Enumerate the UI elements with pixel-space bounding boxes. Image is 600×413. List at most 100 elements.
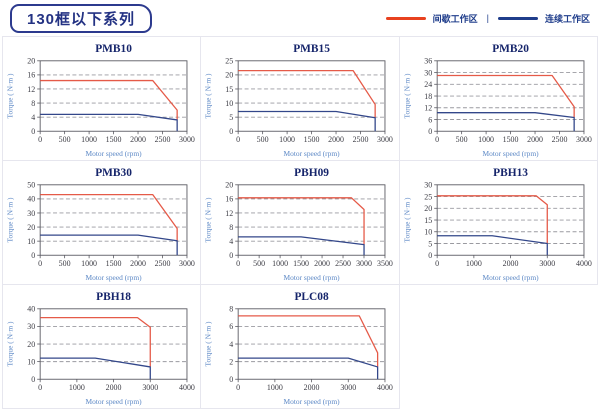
y-tick-label: 12 xyxy=(424,104,432,113)
tick-labels: 0 1000 2000 3000 4000 0 10 20 30 40 xyxy=(27,305,195,393)
x-tick-label: 1000 xyxy=(280,135,296,144)
series-intermittent xyxy=(238,69,377,118)
x-tick-label: 2000 xyxy=(106,383,122,392)
x-tick-label: 1000 xyxy=(81,259,97,268)
x-tick-label: 3500 xyxy=(377,259,393,268)
y-tick-label: 20 xyxy=(226,181,234,190)
x-tick-label: 500 xyxy=(455,135,467,144)
tick-labels: 0 500 1000 1500 2000 2500 3000 3500 0 4 8 12 16 20 xyxy=(226,181,394,269)
x-tick-label: 0 xyxy=(237,383,241,392)
y-tick-label: 10 xyxy=(27,237,35,246)
x-tick-label: 3000 xyxy=(142,383,158,392)
x-tick-label: 0 xyxy=(38,383,42,392)
y-tick-label: 20 xyxy=(27,57,35,66)
y-tick-label: 30 xyxy=(424,181,432,190)
x-tick-label: 500 xyxy=(254,259,266,268)
x-tick-label: 1500 xyxy=(106,259,122,268)
y-tick-label: 16 xyxy=(27,71,35,80)
y-tick-label: 20 xyxy=(226,71,234,80)
charts-grid: 0 500 1000 1500 2000 2500 3000 0 4 8 12 16 20 PMB10 Mo… xyxy=(2,36,598,409)
y-tick-label: 20 xyxy=(27,340,35,349)
x-tick-label: 3000 xyxy=(539,259,555,268)
x-axis-label: Motor speed (rpm) xyxy=(284,273,341,282)
x-axis-label: Motor speed (rpm) xyxy=(482,273,539,282)
y-axis-label: Torque ( N·m ) xyxy=(402,73,411,119)
chart-title: PBH13 xyxy=(493,167,528,179)
y-tick-label: 0 xyxy=(230,375,234,384)
y-axis-label: Torque ( N·m ) xyxy=(402,197,411,243)
x-tick-label: 1000 xyxy=(273,259,289,268)
legend: 间歇工作区 | 连续工作区 xyxy=(385,12,590,25)
y-tick-label: 5 xyxy=(428,239,432,248)
tick-marks xyxy=(37,60,188,135)
x-tick-label: 1000 xyxy=(478,135,494,144)
x-tick-label: 2000 xyxy=(130,135,146,144)
x-tick-label: 2500 xyxy=(155,259,171,268)
legend-label-continuous: 连续工作区 xyxy=(544,13,590,24)
y-tick-label: 30 xyxy=(27,322,35,331)
series-continuous xyxy=(40,234,178,256)
x-tick-label: 3000 xyxy=(377,135,393,144)
legend-item-continuous: 连续工作区 xyxy=(497,12,590,25)
y-tick-label: 10 xyxy=(27,357,35,366)
y-tick-label: 10 xyxy=(424,228,432,237)
x-tick-label: 0 xyxy=(237,135,241,144)
y-tick-label: 6 xyxy=(428,115,432,124)
y-axis-label: Torque ( N·m ) xyxy=(204,73,213,119)
header: 130框以下系列 间歇工作区 | 连续工作区 xyxy=(0,0,600,36)
legend-label-intermittent: 间歇工作区 xyxy=(432,13,478,24)
y-tick-label: 25 xyxy=(226,57,234,66)
tick-marks xyxy=(235,60,386,135)
chart-panel-plc08: 0 1000 2000 3000 4000 0 2 4 6 8 PLC08 Motor speed (… xyxy=(201,285,400,409)
y-tick-label: 16 xyxy=(226,195,234,204)
continuous-line-icon xyxy=(497,16,538,20)
y-tick-label: 18 xyxy=(424,92,432,101)
y-tick-label: 36 xyxy=(424,57,432,66)
chart-title: PMB10 xyxy=(95,43,132,55)
gridlines xyxy=(238,74,386,118)
y-tick-label: 8 xyxy=(230,305,234,314)
y-tick-label: 4 xyxy=(31,113,35,122)
x-tick-label: 0 xyxy=(38,135,42,144)
x-tick-label: 1000 xyxy=(466,259,482,268)
tick-labels: 0 500 1000 1500 2000 2500 3000 0 4 8 12 16 20 xyxy=(27,57,195,145)
series-intermittent xyxy=(238,197,366,245)
x-tick-label: 3000 xyxy=(179,135,195,144)
series-intermittent xyxy=(40,316,151,367)
tick-marks xyxy=(433,60,585,135)
x-tick-label: 2000 xyxy=(328,135,344,144)
x-tick-label: 1500 xyxy=(502,135,518,144)
chart-title: PMB15 xyxy=(294,43,331,55)
series-title-badge: 130框以下系列 xyxy=(10,3,153,33)
plot-border xyxy=(39,184,188,256)
chart-pmb15: 0 500 1000 1500 2000 2500 3000 0 5 10 15 20 25 PMB15 M… xyxy=(204,43,394,158)
y-tick-label: 25 xyxy=(424,192,432,201)
x-axis-label: Motor speed (rpm) xyxy=(284,397,341,406)
x-tick-label: 2500 xyxy=(551,135,567,144)
x-tick-label: 1000 xyxy=(81,135,97,144)
chart-title: PBH09 xyxy=(294,167,329,179)
y-tick-label: 12 xyxy=(27,85,35,94)
y-tick-label: 30 xyxy=(424,68,432,77)
legend-separator: | xyxy=(486,13,489,23)
y-axis-label: Torque ( N·m ) xyxy=(204,321,213,367)
chart-title: PMB20 xyxy=(492,43,529,55)
tick-marks xyxy=(235,184,386,259)
x-tick-label: 1000 xyxy=(267,383,283,392)
gridlines xyxy=(40,198,187,242)
x-tick-label: 2500 xyxy=(155,135,171,144)
tick-labels: 0 500 1000 1500 2000 2500 3000 0 5 10 15 20 25 xyxy=(226,57,394,145)
y-axis-label: Torque ( N·m ) xyxy=(5,73,14,119)
x-tick-label: 500 xyxy=(59,135,71,144)
series-continuous xyxy=(40,357,151,380)
y-tick-label: 30 xyxy=(27,209,35,218)
page-title: 130框以下系列 xyxy=(27,10,136,28)
chart-panel-pmb15: 0 500 1000 1500 2000 2500 3000 0 5 10 15 20 25 PMB15 M… xyxy=(201,37,400,161)
x-tick-label: 500 xyxy=(257,135,269,144)
intermittent-line-icon xyxy=(385,16,426,20)
x-tick-label: 1500 xyxy=(304,135,320,144)
chart-panel-pmb10: 0 500 1000 1500 2000 2500 3000 0 4 8 12 16 20 PMB10 Mo… xyxy=(3,37,202,161)
y-tick-label: 15 xyxy=(424,216,432,225)
x-tick-label: 0 xyxy=(435,135,439,144)
